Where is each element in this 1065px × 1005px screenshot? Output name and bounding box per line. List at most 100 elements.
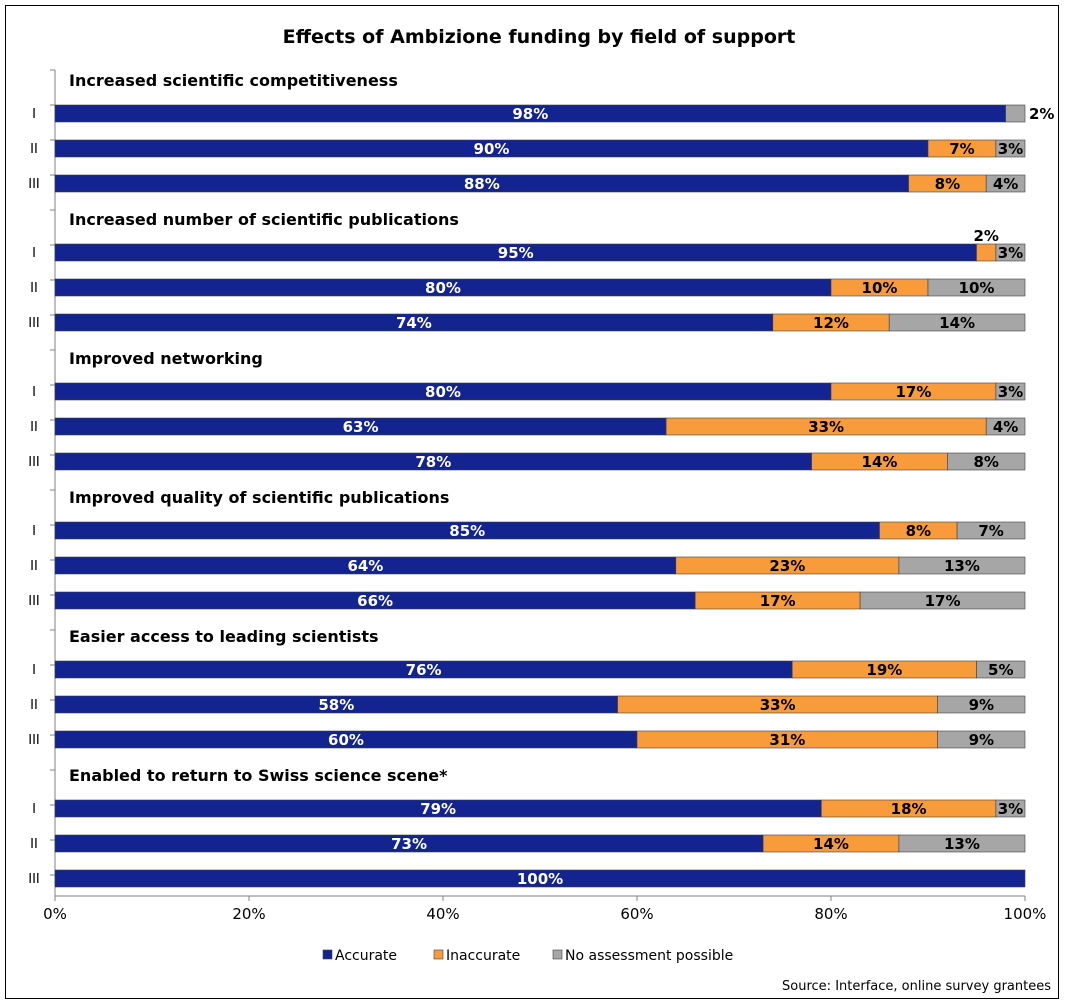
bar-segment-no-assessment-possible <box>985 417 1026 436</box>
row-label: II <box>30 698 38 713</box>
data-label: 14% <box>862 453 898 471</box>
data-label: 98% <box>512 105 548 123</box>
row-label: II <box>30 420 38 435</box>
data-label: 74% <box>396 314 432 332</box>
row-label: III <box>28 177 40 192</box>
data-label: 73% <box>391 835 427 853</box>
bar-segment-no-assessment-possible <box>985 174 1026 193</box>
chart-frame: Effects of Ambizione funding by field of… <box>5 5 1059 999</box>
bar-segment-no-assessment-possible <box>976 660 1026 679</box>
data-label: 2% <box>1029 105 1054 123</box>
x-tick-label: 20% <box>232 905 265 923</box>
data-label: 7% <box>978 522 1003 540</box>
data-label: 18% <box>891 800 927 818</box>
data-label: 10% <box>862 279 898 297</box>
row-label: III <box>28 316 40 331</box>
data-label: 79% <box>420 800 456 818</box>
row-label: II <box>30 559 38 574</box>
row-label: II <box>30 142 38 157</box>
bar-segment-no-assessment-possible <box>888 313 1026 332</box>
row-label: I <box>32 107 36 122</box>
data-label: 9% <box>969 696 994 714</box>
bar-segment-no-assessment-possible <box>995 799 1026 818</box>
bar-segment-accurate <box>54 869 1026 888</box>
bar-segment-no-assessment-possible <box>898 556 1026 575</box>
data-label: 76% <box>406 661 442 679</box>
bar-segment-inaccurate <box>976 243 997 262</box>
data-label: 58% <box>318 696 354 714</box>
plot-area: 0% 20% 40% 60% 80% 100% Increased scientific c… <box>28 69 1054 923</box>
row-label: II <box>30 281 38 296</box>
data-label: 60% <box>328 731 364 749</box>
data-label: 100% <box>517 870 563 888</box>
data-label: 95% <box>498 244 534 262</box>
bar-segment-no-assessment-possible <box>995 243 1026 262</box>
data-label: 2% <box>973 227 998 245</box>
data-label: 8% <box>973 453 998 471</box>
data-label: 4% <box>993 175 1018 193</box>
legend-label: Inaccurate <box>446 948 520 964</box>
data-label: 17% <box>925 592 961 610</box>
data-label: 13% <box>944 835 980 853</box>
bar-segment-no-assessment-possible <box>927 278 1026 297</box>
x-tick-label: 0% <box>43 905 67 923</box>
legend-swatch <box>433 949 444 960</box>
legend-swatch <box>322 949 333 960</box>
row-label: III <box>28 455 40 470</box>
x-tick-label: 40% <box>426 905 459 923</box>
data-label: 14% <box>939 314 975 332</box>
row-label: I <box>32 802 36 817</box>
row-label: III <box>28 872 40 887</box>
data-label: 33% <box>808 418 844 436</box>
group-title: Enabled to return to Swiss science scene… <box>69 766 448 785</box>
bar-segment-no-assessment-possible <box>859 591 1026 610</box>
data-label: 14% <box>813 835 849 853</box>
data-label: 5% <box>988 661 1013 679</box>
data-label: 23% <box>769 557 805 575</box>
data-label: 8% <box>935 175 960 193</box>
data-label: 3% <box>998 140 1023 158</box>
data-label: 3% <box>998 800 1023 818</box>
data-label: 85% <box>449 522 485 540</box>
legend-label: No assessment possible <box>565 948 733 964</box>
data-label: 13% <box>944 557 980 575</box>
row-label: III <box>28 733 40 748</box>
bar-segment-no-assessment-possible <box>947 452 1026 471</box>
data-label: 17% <box>760 592 796 610</box>
data-label: 8% <box>906 522 931 540</box>
data-label: 64% <box>347 557 383 575</box>
group-title: Improved networking <box>69 349 263 368</box>
group-title: Increased scientific competitiveness <box>69 71 398 90</box>
data-label: 63% <box>343 418 379 436</box>
data-label: 33% <box>760 696 796 714</box>
row-label: I <box>32 246 36 261</box>
x-tick-label: 100% <box>1004 905 1047 923</box>
bar-segment-no-assessment-possible <box>898 834 1026 853</box>
bar-segment-no-assessment-possible <box>937 730 1026 749</box>
data-label: 7% <box>949 140 974 158</box>
legend-label: Accurate <box>335 948 397 964</box>
row-label: I <box>32 663 36 678</box>
group-title: Increased number of scientific publicati… <box>69 210 459 229</box>
x-tick-label: 80% <box>814 905 847 923</box>
data-label: 12% <box>813 314 849 332</box>
data-label: 78% <box>415 453 451 471</box>
group-title: Easier access to leading scientists <box>69 627 379 646</box>
legend: Accurate Inaccurate No assessment possible <box>322 948 733 964</box>
data-label: 88% <box>464 175 500 193</box>
bar-segment-no-assessment-possible <box>956 521 1026 540</box>
row-label: I <box>32 524 36 539</box>
source-note: Source: Interface, online survey grantee… <box>782 979 1051 994</box>
data-label: 80% <box>425 279 461 297</box>
data-label: 3% <box>998 244 1023 262</box>
data-label: 80% <box>425 383 461 401</box>
data-label: 4% <box>993 418 1018 436</box>
data-label: 9% <box>969 731 994 749</box>
bar-segment-no-assessment-possible <box>1005 104 1026 123</box>
row-label: II <box>30 837 38 852</box>
data-label: 66% <box>357 592 393 610</box>
chart-title: Effects of Ambizione funding by field of… <box>283 26 796 48</box>
data-label: 17% <box>895 383 931 401</box>
data-label: 3% <box>998 383 1023 401</box>
x-tick-label: 60% <box>620 905 653 923</box>
